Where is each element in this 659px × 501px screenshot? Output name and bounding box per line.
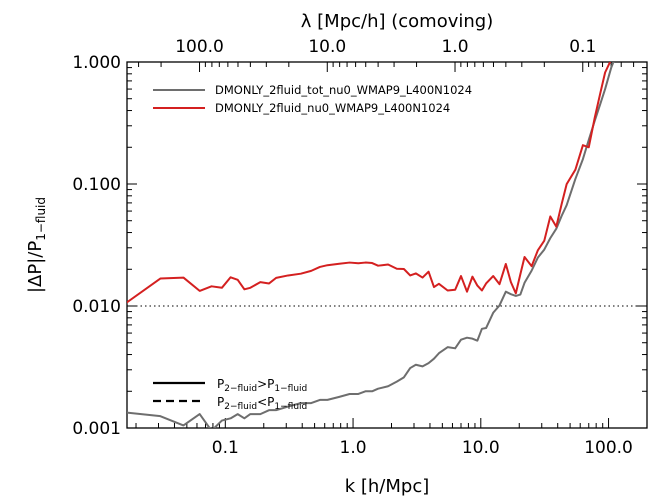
- style-legend: P2−fluid>P1−fluid P2−fluid<P1−fluid: [153, 377, 307, 412]
- y-tick-label: 0.001: [72, 419, 121, 439]
- plot-frame: [126, 61, 648, 429]
- series-line-nu: [127, 62, 612, 304]
- y-axis-title: |ΔP|/P1−fluid: [25, 197, 48, 293]
- tick-labels: 0.1 1.0 10.0 100.0 0.001 0.010 0.100 1.000 100.0…: [72, 37, 633, 458]
- axis-ticks: [127, 61, 648, 429]
- top-tick-label: 100.0: [175, 37, 224, 57]
- style-legend-dashed-label: P2−fluid<P1−fluid: [217, 395, 307, 412]
- legend-label-nu: DMONLY_2fluid_nu0_WMAP9_L400N1024: [215, 101, 450, 115]
- top-tick-label: 0.1: [569, 37, 596, 57]
- top-tick-label: 10.0: [308, 37, 346, 57]
- x-tick-label: 100.0: [584, 438, 633, 458]
- legend: DMONLY_2fluid_tot_nu0_WMAP9_L400N1024 DM…: [153, 83, 472, 115]
- y-tick-label: 1.000: [72, 53, 121, 73]
- y-tick-label: 0.100: [72, 175, 121, 195]
- legend-label-tot: DMONLY_2fluid_tot_nu0_WMAP9_L400N1024: [215, 83, 472, 97]
- x-tick-label: 0.1: [212, 438, 239, 458]
- x-tick-label: 10.0: [462, 438, 500, 458]
- style-legend-solid-label: P2−fluid>P1−fluid: [217, 377, 307, 394]
- y-tick-label: 0.010: [72, 297, 121, 317]
- series-group: [127, 62, 615, 428]
- top-tick-label: 1.0: [441, 37, 468, 57]
- x-axis-title: k [h/Mpc]: [345, 476, 430, 497]
- series-line-tot: [127, 62, 615, 428]
- top-axis-title: λ [Mpc/h] (comoving): [301, 11, 493, 32]
- x-tick-label: 1.0: [340, 438, 367, 458]
